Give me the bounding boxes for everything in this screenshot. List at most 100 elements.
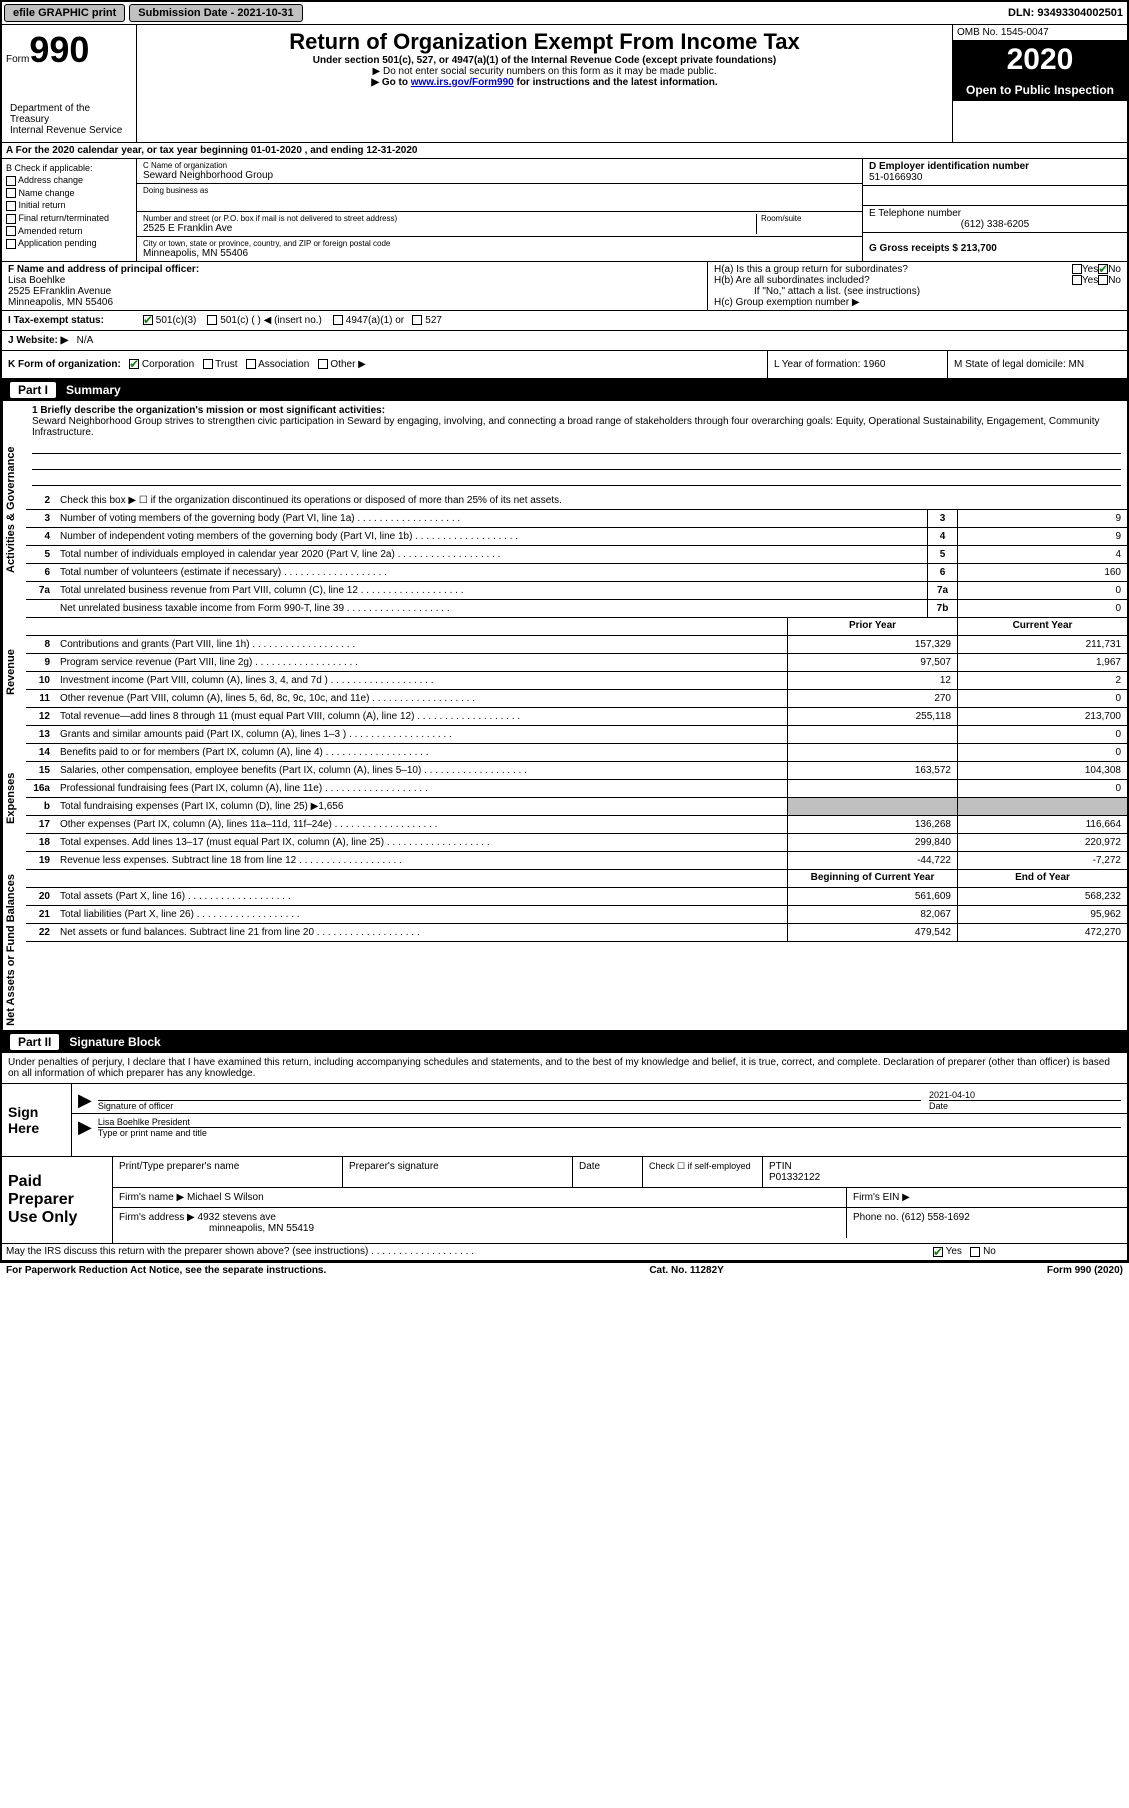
firm-ein: Firm's EIN ▶ [847,1188,1127,1207]
form-word: Form [6,54,29,65]
column-d: D Employer identification number 51-0166… [862,159,1127,261]
ptin: P01332122 [769,1172,1121,1183]
line-13: 13Grants and similar amounts paid (Part … [26,726,1127,744]
tax-year: 2020 [953,41,1127,79]
ha-no[interactable] [1098,264,1108,274]
paid-preparer-block: Paid Preparer Use Only Print/Type prepar… [2,1157,1127,1243]
line-21: 21Total liabilities (Part X, line 26) 82… [26,906,1127,924]
hdr-begin-end: Beginning of Current Year End of Year [26,870,1127,888]
summary-net-assets: Net Assets or Fund Balances Beginning of… [2,870,1127,1031]
line-20: 20Total assets (Part X, line 16) 561,609… [26,888,1127,906]
section-b-c-d: B Check if applicable: Address change Na… [2,159,1127,262]
paid-preparer-label: Paid Preparer Use Only [2,1157,112,1243]
cb-trust[interactable] [203,359,213,369]
line-10: 10Investment income (Part VIII, column (… [26,672,1127,690]
form-title: Return of Organization Exempt From Incom… [141,29,948,55]
dept-treasury: Department of the Treasury Internal Reve… [6,101,132,138]
hb-no[interactable] [1098,275,1108,285]
form-header: Form990 Department of the Treasury Inter… [2,25,1127,143]
row-i-tax-status: I Tax-exempt status: 501(c)(3) 501(c) ( … [2,311,1127,331]
part-2-header: Part II Signature Block [2,1031,1127,1053]
summary-governance: Activities & Governance 1 Briefly descri… [2,401,1127,618]
subtitle-3: ▶ Go to www.irs.gov/Form990 for instruct… [141,77,948,88]
cb-501c3[interactable] [143,315,153,325]
open-inspection: Open to Public Inspection [953,79,1127,101]
col-b-label: B Check if applicable: [6,163,132,173]
line-7b: Net unrelated business taxable income fr… [26,600,1127,618]
perjury-statement: Under penalties of perjury, I declare th… [2,1053,1127,1084]
cb-application-pending[interactable]: Application pending [6,238,132,249]
form-ref: Form 990 (2020) [1047,1265,1123,1276]
room-label: Room/suite [761,214,856,223]
row-k: K Form of organization: Corporation Trus… [2,351,1127,379]
ein-field: D Employer identification number 51-0166… [863,159,1127,186]
line-3: 3Number of voting members of the governi… [26,510,1127,528]
cb-name-change[interactable]: Name change [6,188,132,199]
discuss-no[interactable] [970,1247,980,1257]
phone-field: E Telephone number (612) 338-6205 [863,206,1127,233]
line-22: 22Net assets or fund balances. Subtract … [26,924,1127,942]
hdr-prior-current: Prior Year Current Year [26,618,1127,636]
cb-4947[interactable] [333,315,343,325]
submission-date-button[interactable]: Submission Date - 2021-10-31 [129,4,302,22]
row-a-tax-year: A For the 2020 calendar year, or tax yea… [2,143,1127,159]
cb-final-return[interactable]: Final return/terminated [6,213,132,224]
firm-address: 4932 stevens ave [198,1212,276,1223]
cb-527[interactable] [412,315,422,325]
sign-here-label: Sign Here [2,1084,72,1156]
line-9: 9Program service revenue (Part VIII, lin… [26,654,1127,672]
ha-yes[interactable] [1072,264,1082,274]
efile-print-button[interactable]: efile GRAPHIC print [4,4,125,22]
cb-association[interactable] [246,359,256,369]
city-field: City or town, state or province, country… [137,237,862,261]
line-17: 17Other expenses (Part IX, column (A), l… [26,816,1127,834]
line-12: 12Total revenue—add lines 8 through 11 (… [26,708,1127,726]
line-16a: 16aProfessional fundraising fees (Part I… [26,780,1127,798]
dba-label: Doing business as [143,186,856,195]
form-of-org: K Form of organization: Corporation Trus… [2,351,767,378]
cb-corporation[interactable] [129,359,139,369]
discuss-yes[interactable] [933,1247,943,1257]
right-header-box: OMB No. 1545-0047 2020 Open to Public In… [952,25,1127,142]
line-8: 8Contributions and grants (Part VIII, li… [26,636,1127,654]
city: Minneapolis, MN 55406 [143,248,856,259]
vtab-net-assets: Net Assets or Fund Balances [2,870,26,1030]
dln-label: DLN: 93493304002501 [1004,7,1127,19]
org-name: Seward Neighborhood Group [143,170,856,181]
preparer-sig-hdr: Preparer's signature [343,1157,573,1187]
mission-block: 1 Briefly describe the organization's mi… [26,401,1127,492]
vtab-revenue: Revenue [2,618,26,726]
phone: (612) 338-6205 [869,219,1121,230]
line-7a: 7aTotal unrelated business revenue from … [26,582,1127,600]
line-6: 6Total number of volunteers (estimate if… [26,564,1127,582]
cb-initial-return[interactable]: Initial return [6,200,132,211]
preparer-date-hdr: Date [573,1157,643,1187]
cb-address-change[interactable]: Address change [6,175,132,186]
cb-amended-return[interactable]: Amended return [6,226,132,237]
cb-other[interactable] [318,359,328,369]
row-f-h: F Name and address of principal officer:… [2,262,1127,311]
org-name-label: C Name of organization [143,161,856,170]
form-990-page: efile GRAPHIC print Submission Date - 20… [0,0,1129,1263]
subtitle-1: Under section 501(c), 527, or 4947(a)(1)… [141,55,948,66]
state-domicile: M State of legal domicile: MN [947,351,1127,378]
line-14: 14Benefits paid to or for members (Part … [26,744,1127,762]
part-1-header: Part I Summary [2,379,1127,401]
sign-here-block: Sign Here ▶ Signature of officer 2021-04… [2,1084,1127,1157]
form990-link[interactable]: www.irs.gov/Form990 [411,77,514,88]
omb-number: OMB No. 1545-0047 [953,25,1127,41]
discuss-row: May the IRS discuss this return with the… [2,1243,1127,1261]
cb-501c[interactable] [207,315,217,325]
row-j-website: J Website: ▶ N/A [2,331,1127,351]
line-2: 2Check this box ▶ ☐ if the organization … [26,492,1127,510]
paperwork-notice: For Paperwork Reduction Act Notice, see … [6,1265,326,1276]
org-name-field: C Name of organization Seward Neighborho… [137,159,862,184]
self-employed-cb[interactable]: Check ☐ if self-employed [643,1157,763,1187]
gross-receipts: G Gross receipts $ 213,700 [863,233,1127,256]
summary-revenue: Revenue Prior Year Current Year 8Contrib… [2,618,1127,726]
arrow-icon: ▶ [78,1117,92,1138]
hb-yes[interactable] [1072,275,1082,285]
ein: 51-0166930 [869,172,1121,183]
line-4: 4Number of independent voting members of… [26,528,1127,546]
subtitle-2: ▶ Do not enter social security numbers o… [141,66,948,77]
